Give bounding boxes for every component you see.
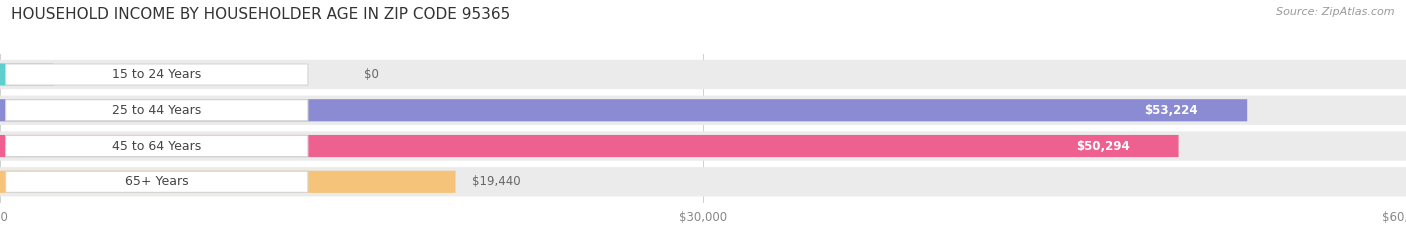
FancyBboxPatch shape <box>0 96 1406 125</box>
Text: $53,224: $53,224 <box>1144 104 1198 117</box>
FancyBboxPatch shape <box>0 135 1178 157</box>
Text: $50,294: $50,294 <box>1076 140 1129 153</box>
Text: 45 to 64 Years: 45 to 64 Years <box>112 140 201 153</box>
FancyBboxPatch shape <box>6 135 308 157</box>
FancyBboxPatch shape <box>0 131 1406 161</box>
FancyBboxPatch shape <box>1102 102 1240 118</box>
FancyBboxPatch shape <box>0 99 1247 121</box>
Text: $0: $0 <box>364 68 380 81</box>
FancyBboxPatch shape <box>0 171 456 193</box>
FancyBboxPatch shape <box>0 60 1406 89</box>
FancyBboxPatch shape <box>0 167 1406 196</box>
Text: $19,440: $19,440 <box>472 175 522 188</box>
Text: 15 to 24 Years: 15 to 24 Years <box>112 68 201 81</box>
Text: 25 to 44 Years: 25 to 44 Years <box>112 104 201 117</box>
Text: HOUSEHOLD INCOME BY HOUSEHOLDER AGE IN ZIP CODE 95365: HOUSEHOLD INCOME BY HOUSEHOLDER AGE IN Z… <box>11 7 510 22</box>
FancyBboxPatch shape <box>0 63 53 86</box>
FancyBboxPatch shape <box>6 100 308 121</box>
Text: 65+ Years: 65+ Years <box>125 175 188 188</box>
FancyBboxPatch shape <box>6 64 308 85</box>
FancyBboxPatch shape <box>1033 138 1171 154</box>
Text: Source: ZipAtlas.com: Source: ZipAtlas.com <box>1277 7 1395 17</box>
FancyBboxPatch shape <box>6 171 308 192</box>
